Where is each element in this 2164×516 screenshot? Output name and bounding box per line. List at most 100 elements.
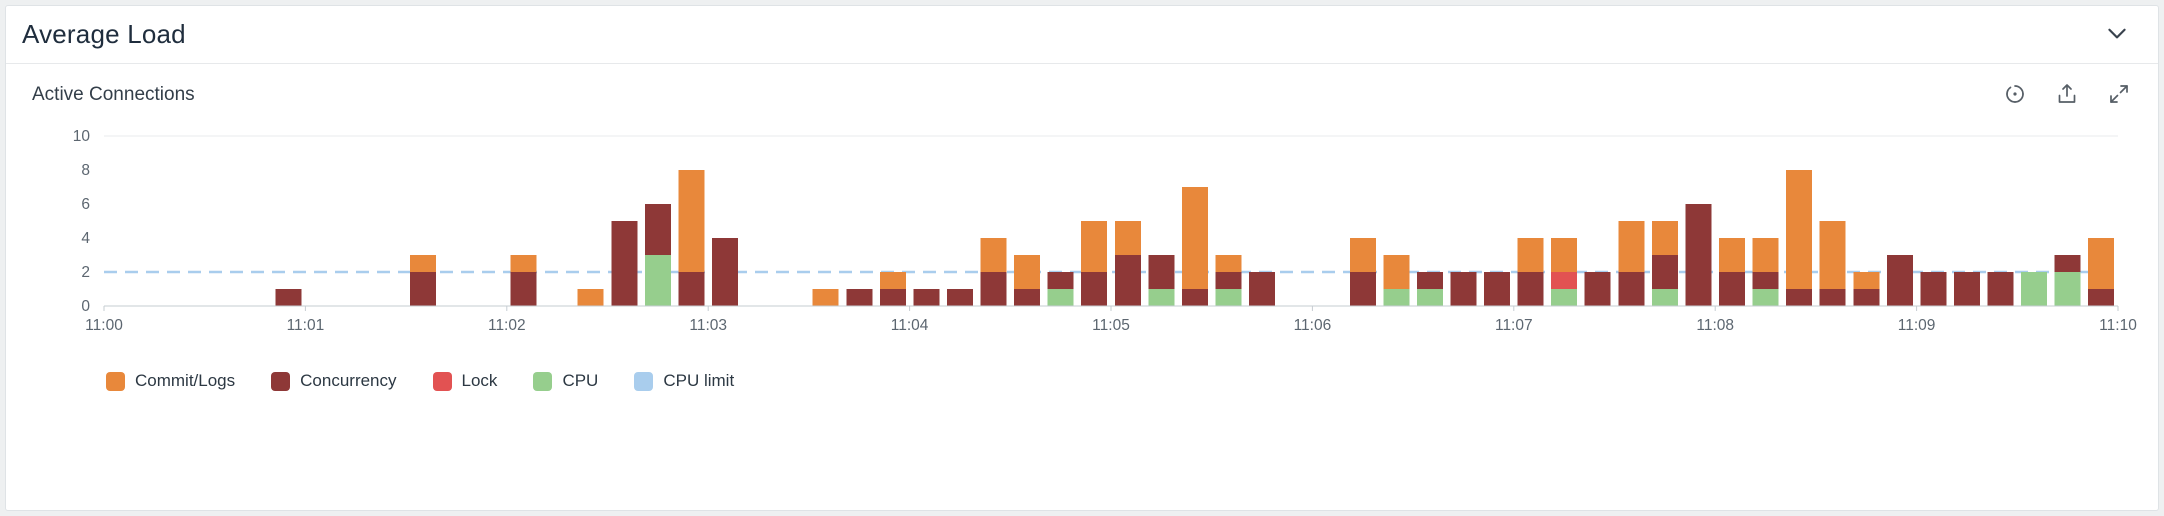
- bar-segment-cpu[interactable]: [1752, 289, 1779, 306]
- commit-logs-swatch-icon: [106, 371, 125, 391]
- expand-icon: [2107, 82, 2131, 109]
- auto-refresh-icon: [2003, 82, 2027, 109]
- bar-segment-concurrency[interactable]: [1416, 272, 1443, 289]
- bar-segment-commit[interactable]: [812, 289, 839, 306]
- collapse-panel-button[interactable]: [2102, 20, 2132, 50]
- active-connections-chart[interactable]: 11:00 11:01 11:02 11:03 11:04 11:05 11:06 11:07…: [18, 122, 2144, 360]
- bar-segment-commit[interactable]: [1014, 255, 1041, 289]
- bar-segment-concurrency[interactable]: [1853, 289, 1880, 306]
- export-icon: [2055, 82, 2079, 109]
- bar-segment-concurrency[interactable]: [275, 289, 302, 306]
- bar-segment-commit[interactable]: [1719, 238, 1745, 272]
- bar-segment-concurrency[interactable]: [1450, 272, 1477, 306]
- bar-segment-concurrency[interactable]: [510, 272, 537, 306]
- bar-segment-cpu[interactable]: [2021, 272, 2048, 306]
- bar-segment-cpu[interactable]: [2054, 272, 2081, 306]
- bar-segment-concurrency[interactable]: [913, 289, 940, 306]
- legend-item-lock[interactable]: Lock: [432, 371, 497, 391]
- bar-segment-concurrency[interactable]: [1920, 272, 1947, 306]
- chart-legend: Commit/Logs Concurrency Lock CPU CPU limit: [18, 365, 2146, 391]
- legend-label: CPU limit: [663, 371, 735, 390]
- bar-segment-concurrency[interactable]: [846, 289, 873, 306]
- bar-segment-commit[interactable]: [1853, 272, 1880, 289]
- bar-segment-concurrency[interactable]: [1584, 272, 1611, 306]
- bar-segment-commit[interactable]: [678, 170, 705, 272]
- bar-segment-commit[interactable]: [1551, 238, 1578, 272]
- legend-item-cpu[interactable]: CPU: [533, 371, 598, 391]
- bar-segment-commit[interactable]: [1081, 221, 1108, 272]
- x-tick-label: 11:01: [287, 317, 325, 334]
- bar-segment-concurrency[interactable]: [644, 204, 671, 255]
- bar-segment-concurrency[interactable]: [712, 238, 738, 306]
- bar-segment-concurrency[interactable]: [1114, 255, 1141, 306]
- bar-segment-concurrency[interactable]: [1047, 272, 1074, 289]
- legend-item-commit-logs[interactable]: Commit/Logs: [106, 371, 235, 391]
- bar-segment-cpu[interactable]: [1215, 289, 1242, 306]
- bar-segment-concurrency[interactable]: [1014, 289, 1041, 306]
- bar-segment-commit[interactable]: [1819, 221, 1846, 289]
- bar-segment-concurrency[interactable]: [1249, 272, 1275, 306]
- bar-segment-lock[interactable]: [1551, 272, 1578, 289]
- bar-segment-concurrency[interactable]: [2054, 255, 2081, 272]
- bar-segment-concurrency[interactable]: [1886, 255, 1913, 306]
- bar-segment-cpu[interactable]: [1148, 289, 1175, 306]
- bar-segment-concurrency[interactable]: [1181, 289, 1208, 306]
- bar-segment-commit[interactable]: [1618, 221, 1645, 272]
- panel-header: Average Load: [6, 6, 2158, 64]
- bar-segment-concurrency[interactable]: [1618, 272, 1645, 306]
- x-tick-label: 11:09: [1898, 317, 1936, 334]
- bar-segment-commit[interactable]: [1383, 255, 1410, 289]
- bar-segment-concurrency[interactable]: [1786, 289, 1813, 306]
- bar-segment-concurrency[interactable]: [1484, 272, 1510, 306]
- bar-segment-concurrency[interactable]: [1987, 272, 2014, 306]
- legend-item-concurrency[interactable]: Concurrency: [271, 371, 397, 391]
- bar-segment-concurrency[interactable]: [1651, 255, 1678, 289]
- expand-button[interactable]: [2106, 82, 2132, 108]
- bar-segment-concurrency[interactable]: [1148, 255, 1175, 289]
- bar-segment-concurrency[interactable]: [1215, 272, 1242, 289]
- bar-segment-concurrency[interactable]: [980, 272, 1007, 306]
- bar-segment-concurrency[interactable]: [1954, 272, 1980, 306]
- bar-segment-commit[interactable]: [2088, 238, 2115, 289]
- bar-segment-cpu[interactable]: [1651, 289, 1678, 306]
- bar-segment-commit[interactable]: [1181, 187, 1208, 289]
- bar-segment-cpu[interactable]: [644, 255, 671, 306]
- panel-title: Average Load: [22, 19, 186, 49]
- bar-segment-commit[interactable]: [1651, 221, 1678, 255]
- bar-segment-concurrency[interactable]: [2088, 289, 2115, 306]
- bar-segment-commit[interactable]: [1114, 221, 1141, 255]
- export-button[interactable]: [2054, 82, 2080, 108]
- bar-segment-commit[interactable]: [510, 255, 537, 272]
- bar-segment-cpu[interactable]: [1047, 289, 1074, 306]
- bar-segment-commit[interactable]: [1786, 170, 1813, 289]
- bar-segment-concurrency[interactable]: [678, 272, 705, 306]
- bar-segment-concurrency[interactable]: [1819, 289, 1846, 306]
- bar-segment-commit[interactable]: [980, 238, 1007, 272]
- bar-segment-concurrency[interactable]: [1349, 272, 1376, 306]
- legend-item-cpu-limit[interactable]: CPU limit: [634, 371, 734, 391]
- x-tick-label: 11:02: [488, 317, 526, 334]
- bar-segment-cpu[interactable]: [1416, 289, 1443, 306]
- bar-segment-concurrency[interactable]: [1719, 272, 1745, 306]
- bar-segment-concurrency[interactable]: [1752, 272, 1779, 289]
- bar-segment-commit[interactable]: [577, 289, 604, 306]
- bar-segment-concurrency[interactable]: [409, 272, 436, 306]
- bar-segment-commit[interactable]: [1517, 238, 1544, 272]
- bar-segment-commit[interactable]: [1215, 255, 1242, 272]
- auto-refresh-button[interactable]: [2002, 82, 2028, 108]
- bar-segment-commit[interactable]: [879, 272, 906, 289]
- chart-head: Active Connections: [6, 64, 2158, 116]
- bar-segment-commit[interactable]: [409, 255, 436, 272]
- y-tick-label: 4: [81, 230, 90, 247]
- bar-segment-concurrency[interactable]: [879, 289, 906, 306]
- bar-segment-concurrency[interactable]: [1081, 272, 1108, 306]
- bar-segment-concurrency[interactable]: [1685, 204, 1712, 306]
- bar-segment-cpu[interactable]: [1551, 289, 1578, 306]
- bar-segment-cpu[interactable]: [1383, 289, 1410, 306]
- bar-segment-concurrency[interactable]: [947, 289, 973, 306]
- x-tick-label: 11:07: [1495, 317, 1533, 334]
- bar-segment-concurrency[interactable]: [611, 221, 638, 306]
- bar-segment-concurrency[interactable]: [1517, 272, 1544, 306]
- bar-segment-commit[interactable]: [1752, 238, 1779, 272]
- bar-segment-commit[interactable]: [1349, 238, 1376, 272]
